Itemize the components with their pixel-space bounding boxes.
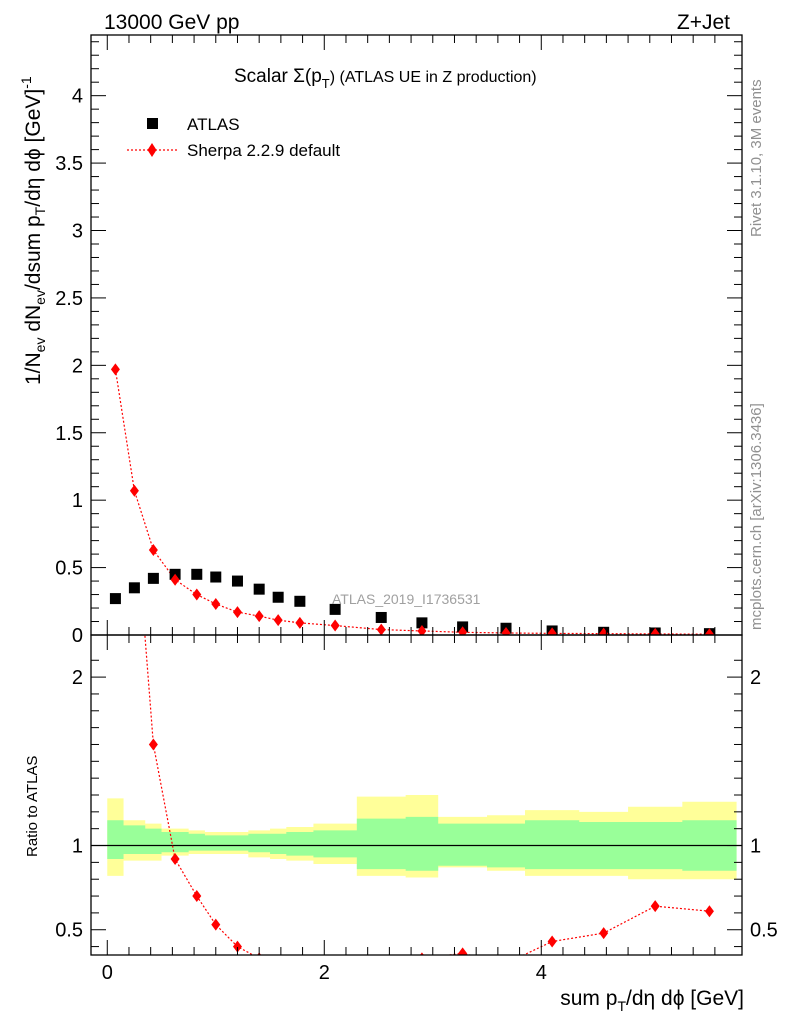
sherpa-point: [704, 628, 714, 635]
main-y-tick-label: 1: [72, 490, 83, 512]
sherpa-point: [458, 626, 468, 635]
sherpa-ratio-point: [704, 905, 714, 918]
atlas-point: [128, 582, 140, 594]
rivet-label: Rivet 3.1.10, 3M events: [748, 79, 765, 237]
sherpa-point: [110, 363, 120, 376]
header-right-label: Z+Jet: [677, 11, 730, 34]
atlas-point: [147, 572, 159, 584]
atlas-point: [253, 583, 265, 595]
x-tick-label: 2: [319, 962, 330, 984]
sherpa-point: [192, 588, 202, 601]
legend-data-label: ATLAS: [187, 115, 240, 134]
x-tick-label: 4: [536, 962, 547, 984]
ratio-y-tick-label: 1: [72, 836, 83, 858]
main-y-tick-label: 2: [72, 355, 83, 377]
sherpa-ratio-point: [377, 961, 386, 973]
sherpa-point: [650, 627, 660, 635]
sherpa-ratio-point: [211, 918, 221, 931]
sherpa-point: [211, 597, 221, 610]
sherpa-ratio-point: [547, 935, 557, 948]
legend-data-marker: [147, 118, 158, 129]
ratio-y-tick-label-right: 2: [750, 667, 761, 689]
x-tick-label: 0: [102, 962, 113, 984]
sherpa-point: [295, 616, 305, 629]
sherpa-ratio-point: [419, 952, 424, 955]
legend-mc-marker: [147, 143, 157, 157]
main-y-tick-label: 3: [72, 221, 83, 243]
sherpa-ratio-point: [232, 940, 242, 953]
analysis-watermark: ATLAS_2019_I1736531: [332, 591, 481, 607]
sherpa-point: [254, 610, 264, 623]
sherpa-point: [273, 614, 283, 627]
main-y-tick-label: 3.5: [55, 153, 83, 175]
sherpa-point: [501, 626, 511, 635]
header-left-label: 13000 GeV pp: [104, 11, 239, 34]
main-panel: 0 0.5 1 1.5 2 2.5 3 3.5 4 Scalar Σ(pT) (ATLAS UE…: [55, 34, 743, 647]
main-y-tick-label: 1.5: [55, 423, 83, 445]
atlas-point: [416, 617, 428, 629]
atlas-point: [294, 595, 306, 607]
atlas-point: [329, 603, 341, 615]
ratio-y-tick-label: 0.5: [55, 920, 83, 942]
atlas-point: [231, 575, 243, 587]
sherpa-ratio-point: [295, 964, 304, 976]
mcplots-label: mcplots.cern.ch [arXiv:1306.3436]: [748, 403, 765, 630]
main-y-axis-label: 1/Nev dNev/dsum pT/dη dϕ [GeV]-1: [18, 76, 48, 385]
ratio-panel: 0.5 0.5 1 1 2 2 0 2 4: [55, 634, 778, 984]
x-axis-label: sum pT/dη dϕ [GeV]: [560, 987, 744, 1014]
ratio-y-tick-label: 2: [72, 667, 83, 689]
ratio-uncertainty-band-inner: [107, 816, 737, 871]
main-y-tick-label: 0: [72, 625, 83, 647]
atlas-point: [375, 611, 387, 623]
sherpa-point: [232, 606, 242, 619]
atlas-point: [210, 571, 222, 583]
sherpa-point: [170, 573, 180, 586]
legend-mc-label: Sherpa 2.2.9 default: [187, 141, 340, 160]
sherpa-ratio-point: [274, 961, 283, 973]
sherpa-point: [330, 619, 340, 632]
sherpa-ratio-point: [599, 927, 609, 940]
atlas-point: [109, 593, 121, 605]
sherpa-ratio-point: [502, 957, 511, 969]
atlas-point: [272, 591, 284, 603]
main-y-tick-label: 4: [72, 86, 83, 108]
ratio-y-tick-label-right: 0.5: [750, 920, 778, 942]
sherpa-point: [129, 484, 139, 497]
sherpa-point: [376, 623, 386, 635]
sherpa-point: [547, 627, 557, 635]
sherpa-ratio-point: [331, 961, 340, 973]
main-y-tick-label: 0.5: [55, 558, 83, 580]
sherpa-ratio-point: [458, 947, 468, 955]
sherpa-point: [148, 544, 158, 557]
sherpa-ratio-point: [148, 738, 158, 751]
sherpa-point: [417, 624, 427, 635]
legend: ATLAS Sherpa 2.2.9 default: [127, 115, 340, 160]
plot-title: Scalar Σ(pT) (ATLAS UE in Z production): [234, 66, 537, 91]
ratio-y-tick-label-right: 1: [750, 836, 761, 858]
main-y-tick-label: 2.5: [55, 288, 83, 310]
atlas-point: [191, 568, 203, 580]
sherpa-ratio-point: [170, 853, 180, 865]
sherpa-ratio-point: [650, 900, 660, 913]
sherpa-ratio-point: [192, 890, 202, 903]
ratio-y-axis-label: Ratio to ATLAS: [24, 756, 41, 857]
